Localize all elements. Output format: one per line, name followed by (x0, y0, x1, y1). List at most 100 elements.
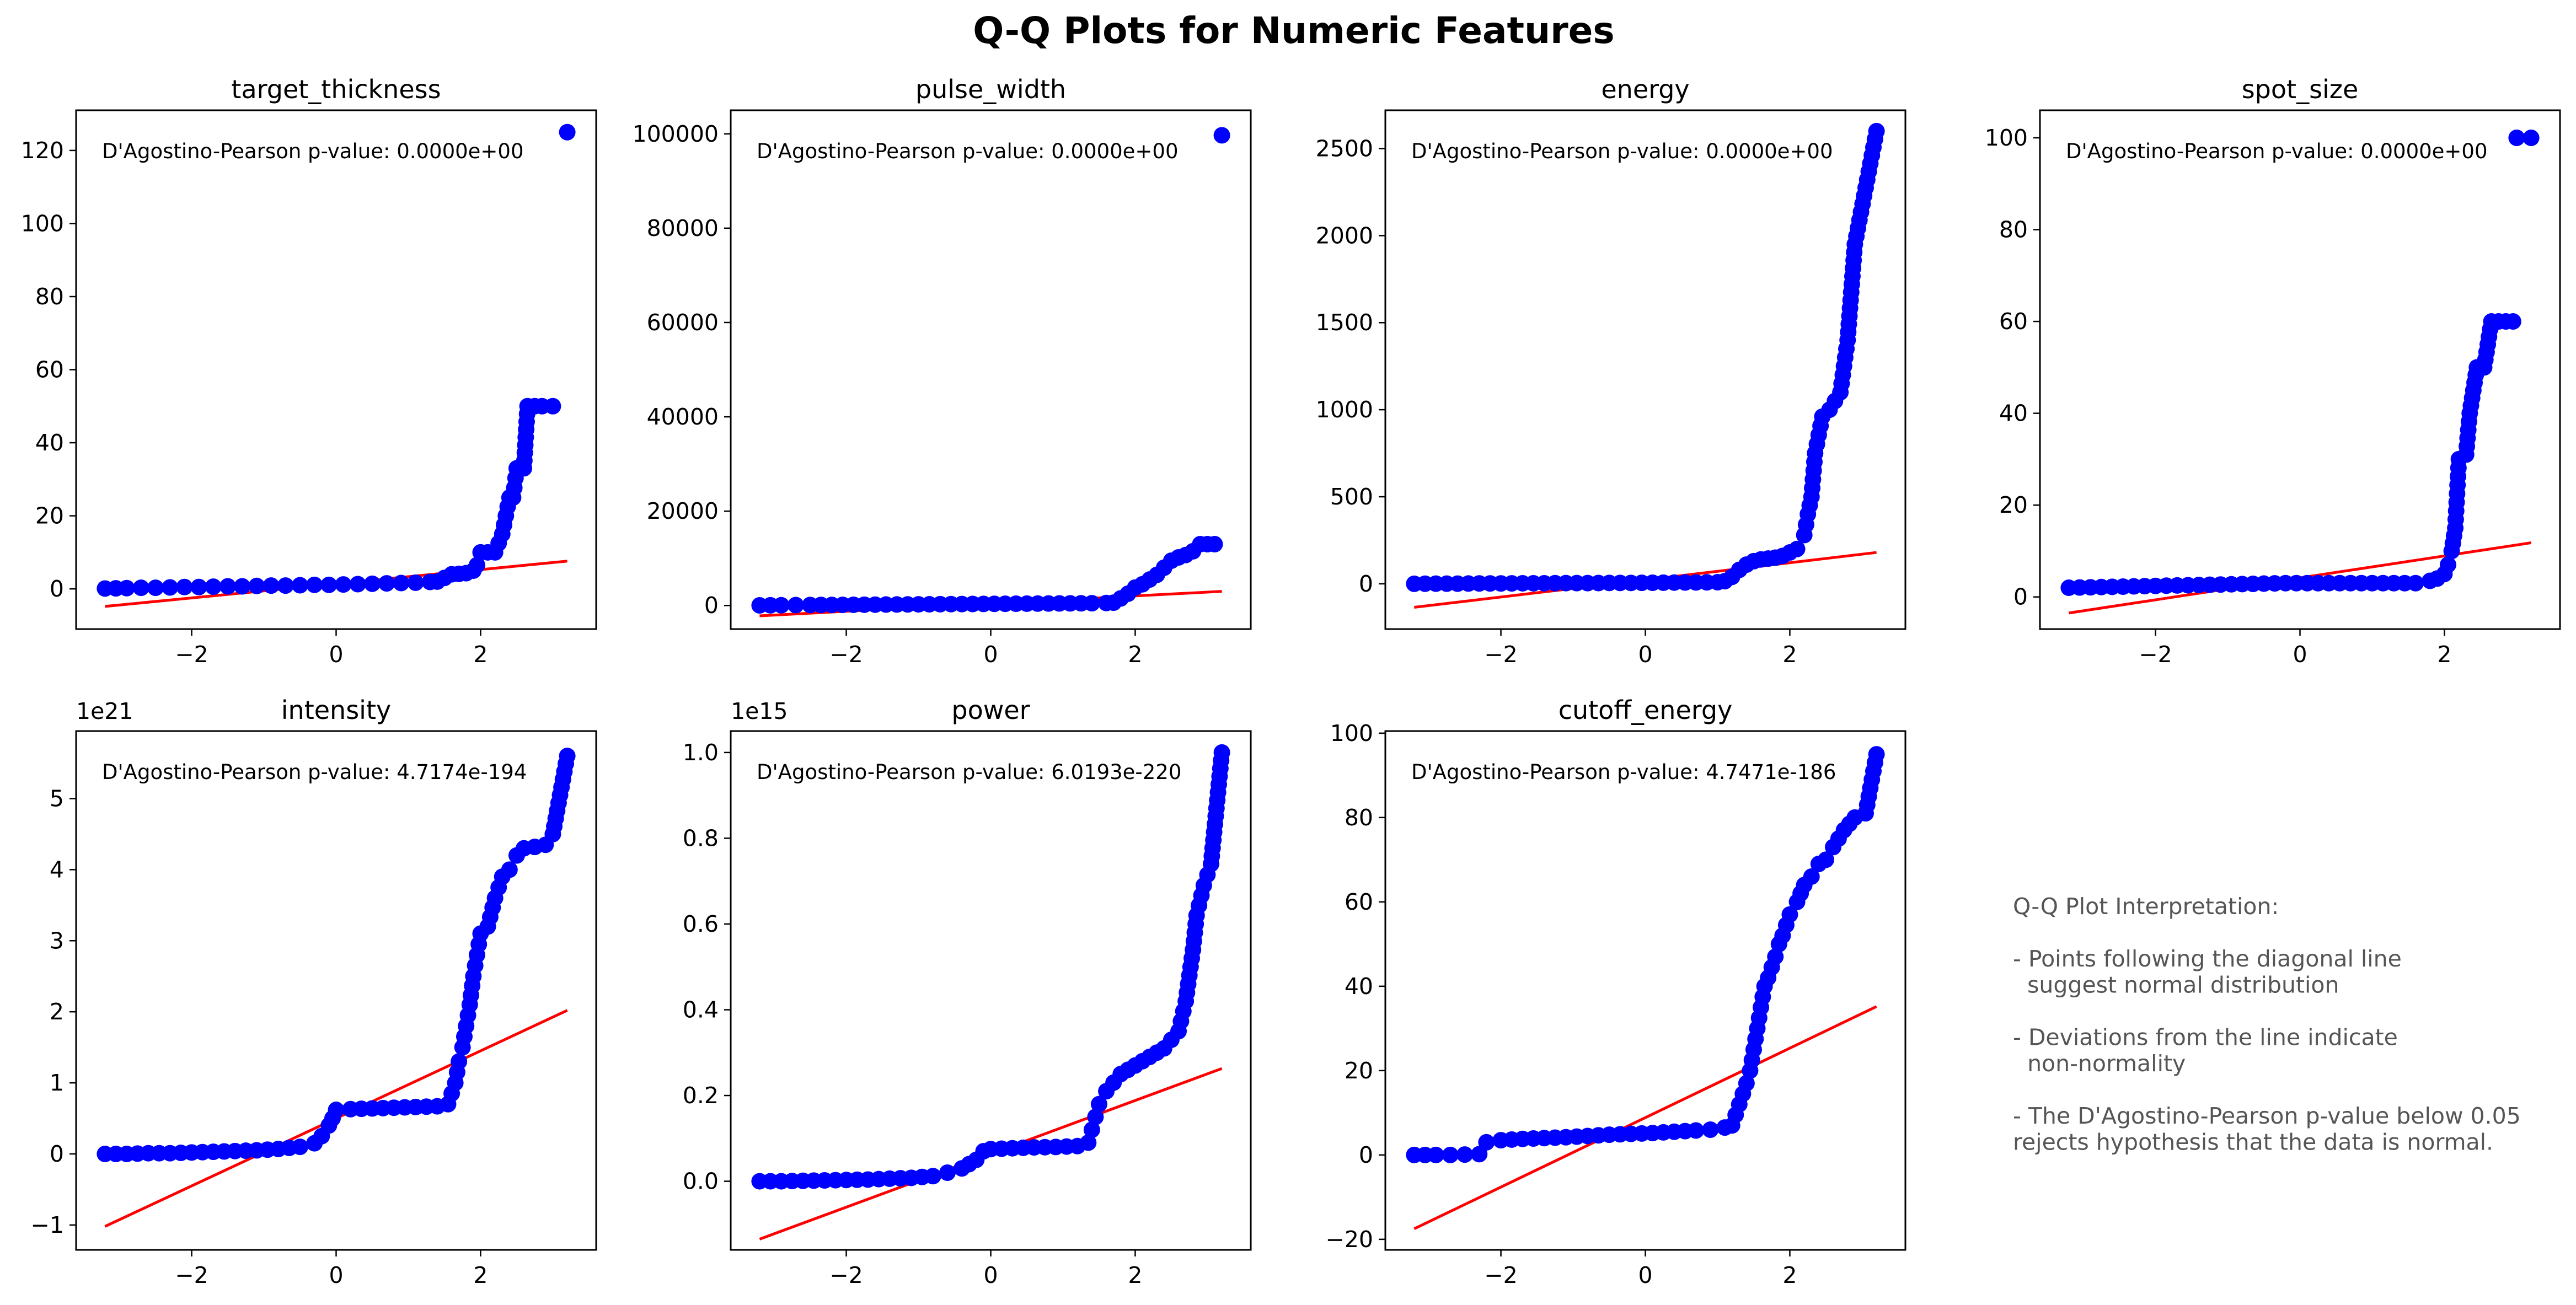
x-tick-label: 2 (473, 641, 488, 668)
data-points (97, 123, 576, 597)
y-tick-label: 2 (50, 998, 64, 1025)
x-tick-label: −2 (1484, 1262, 1517, 1288)
y-tick-label: 0.0 (683, 1168, 719, 1195)
plot-frame (1384, 730, 1906, 1251)
plot-frame (75, 109, 597, 630)
y-tick-label: 2000 (1316, 222, 1373, 249)
y-tick-label: 100 (21, 210, 64, 237)
data-point (1817, 851, 1834, 868)
y-tick-label: 60000 (647, 309, 719, 336)
data-point (219, 578, 237, 595)
panel-title: pulse_width (915, 74, 1066, 104)
panel-title: spot_size (2242, 74, 2359, 104)
data-points (1406, 122, 1885, 592)
data-point (1803, 868, 1820, 885)
interpretation-line: - Deviations from the line indicate (2013, 1024, 2398, 1051)
data-point (132, 579, 149, 597)
qq-panel-intensity: intensity 1e21 −2 0 2 −1 0 1 2 3 4 5 D'Agostino-Pear… (31, 695, 597, 1288)
data-point (1788, 540, 1806, 557)
data-point (335, 576, 352, 593)
y-tick-label: 1 (50, 1070, 64, 1096)
data-point (277, 577, 294, 594)
interpretation-line: non-normality (2013, 1050, 2186, 1077)
panel-title: power (951, 695, 1030, 725)
data-point (349, 576, 366, 593)
data-point (559, 748, 576, 765)
data-point (1868, 122, 1885, 139)
y-tick-label: 1500 (1316, 309, 1373, 336)
data-point (924, 1168, 941, 1185)
y-tick-label: 1.0 (683, 739, 719, 766)
offset-text: 1e21 (76, 698, 133, 724)
data-point (1738, 1075, 1755, 1092)
x-tick-label: −2 (1484, 641, 1517, 668)
data-point (787, 597, 804, 614)
x-tick-label: −2 (829, 641, 863, 668)
y-tick-label: 40 (1345, 973, 1373, 1000)
panel-title: energy (1601, 74, 1689, 104)
x-tick-label: 2 (1782, 641, 1797, 668)
y-tick-label: 500 (1330, 484, 1373, 510)
x-tick-label: 0 (1638, 641, 1652, 668)
qq-panel-pulse_width: pulse_width −2 0 2 0 20000 40000 60000 80000 1000… (632, 74, 1252, 668)
y-tick-label: 40 (35, 429, 64, 456)
pvalue-annotation: D'Agostino-Pearson p-value: 4.7174e-194 (102, 760, 527, 784)
data-point (393, 574, 410, 592)
data-point (468, 557, 485, 574)
y-tick-label: 20 (1999, 492, 2028, 518)
y-tick-label: 1000 (1316, 396, 1373, 423)
y-tick-label: 0 (704, 592, 719, 619)
data-point (263, 577, 280, 594)
interpretation-line: - The D'Agostino-Pearson p-value below 0… (2013, 1103, 2521, 1129)
data-point (2407, 574, 2424, 592)
plot-frame (1384, 109, 1906, 630)
x-tick-label: 2 (2437, 641, 2451, 668)
plot-frame (730, 730, 1252, 1251)
y-tick-label: 80 (1345, 804, 1373, 831)
panel-title: cutoff_energy (1559, 695, 1733, 725)
x-tick-label: 2 (1128, 641, 1142, 668)
data-point (1090, 1095, 1107, 1113)
y-tick-label: 5 (50, 785, 64, 812)
data-point (559, 123, 576, 141)
data-point (1080, 1134, 1097, 1151)
qq-panel-power: power 1e15 −2 0 2 0.0 0.2 0.4 0.6 0.8 1.0 D'Agostin… (683, 695, 1252, 1288)
x-tick-label: 0 (983, 1262, 998, 1288)
x-tick-label: 0 (329, 1262, 343, 1288)
data-point (1213, 744, 1230, 761)
pvalue-annotation: D'Agostino-Pearson p-value: 6.0193e-220 (757, 760, 1181, 784)
y-tick-label: 20 (1345, 1057, 1373, 1084)
interpretation-line: - Points following the diagonal line (2013, 946, 2402, 972)
data-point (1456, 1146, 1474, 1163)
qq-panel-energy: energy −2 0 2 0 500 1000 1500 2000 2500 D'Agostino… (1316, 74, 1906, 668)
data-point (292, 1138, 309, 1156)
data-point (118, 579, 135, 597)
y-tick-label: −1 (31, 1212, 64, 1238)
data-point (1083, 595, 1100, 612)
y-tick-label: 0.2 (683, 1082, 719, 1109)
plot-frame (75, 730, 597, 1251)
data-point (2508, 129, 2525, 146)
y-tick-label: 0 (1359, 1142, 1373, 1168)
data-points (751, 744, 1230, 1190)
y-tick-label: −20 (1325, 1226, 1373, 1253)
data-point (328, 1102, 345, 1119)
qq-panel-spot_size: spot_size−2 0 2020406080100D'Agostino-Pear… (1985, 74, 2561, 668)
data-point (1087, 1108, 1104, 1125)
data-point (320, 576, 338, 593)
data-point (1688, 1122, 1705, 1139)
data-points (97, 748, 576, 1162)
x-tick-label: −2 (829, 1262, 863, 1288)
data-point (190, 578, 207, 595)
y-tick-label: 0.8 (683, 825, 719, 851)
pvalue-annotation: D'Agostino-Pearson p-value: 0.0000e+00 (2066, 139, 2488, 163)
data-point (451, 1053, 468, 1070)
x-tick-label: 2 (1128, 1262, 1142, 1288)
data-point (1767, 948, 1784, 965)
y-tick-label: 80 (1999, 217, 2028, 243)
offset-text: 1e15 (731, 698, 788, 724)
data-point (162, 579, 179, 596)
